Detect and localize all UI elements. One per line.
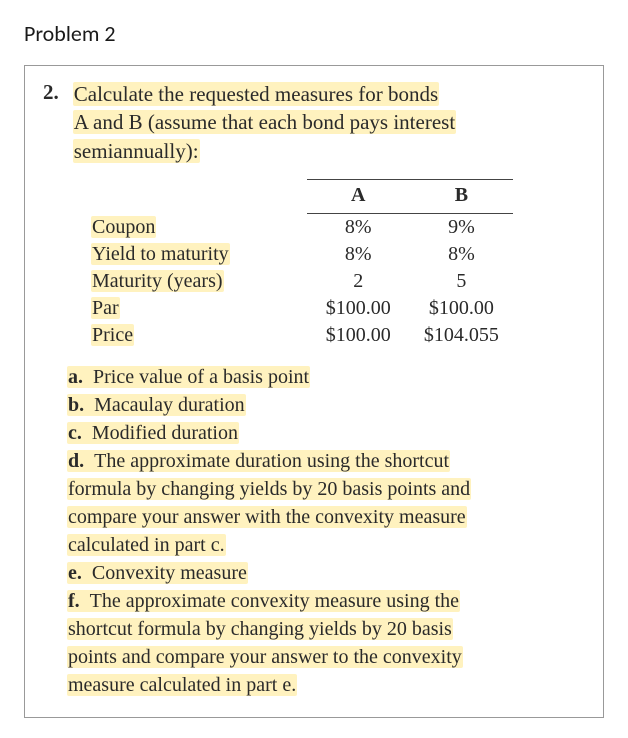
sub-f-line3: points and compare your answer to the co… (67, 646, 463, 668)
cell-b: 9% (410, 214, 513, 242)
sub-questions: a. Price value of a basis point b. Macau… (67, 363, 585, 699)
question-number: 2. (43, 80, 59, 105)
sub-d-line3: compare your answer with the convexity m… (67, 506, 467, 528)
sub-letter: a. (68, 366, 83, 388)
sub-text: Modified duration (92, 422, 238, 444)
sub-e: e. Convexity measure (67, 559, 585, 587)
sub-text: Convexity measure (92, 562, 247, 584)
table-row: Par $100.00 $100.00 (83, 295, 513, 322)
page-title: Problem 2 (24, 20, 604, 47)
bond-table: A B Coupon 8% 9% Yield to maturity 8% 8%… (83, 179, 513, 349)
problem-container: 2. Calculate the requested measures for … (24, 65, 604, 718)
col-blank (83, 180, 307, 214)
sub-letter: b. (68, 394, 84, 416)
row-label: Coupon (91, 216, 156, 238)
cell-a: $100.00 (307, 322, 410, 349)
cell-a: 8% (307, 241, 410, 268)
sub-text: Macaulay duration (94, 394, 245, 416)
sub-letter: f. (68, 590, 80, 612)
row-label: Par (91, 297, 120, 319)
sub-text: Price value of a basis point (93, 366, 309, 388)
cell-a: 2 (307, 268, 410, 295)
sub-a: a. Price value of a basis point (67, 363, 585, 391)
cell-b: $104.055 (410, 322, 513, 349)
question-line3: semiannually): (73, 139, 200, 163)
sub-c: c. Modified duration (67, 419, 585, 447)
cell-b: 8% (410, 241, 513, 268)
sub-letter: c. (68, 422, 82, 444)
row-label: Maturity (years) (91, 270, 224, 292)
cell-a: $100.00 (307, 295, 410, 322)
cell-b: 5 (410, 268, 513, 295)
sub-d: d. The approximate duration using the sh… (67, 447, 585, 559)
row-label: Yield to maturity (91, 243, 230, 265)
sub-b: b. Macaulay duration (67, 391, 585, 419)
sub-d-line2: formula by changing yields by 20 basis p… (67, 478, 471, 500)
question-line2: A and B (assume that each bond pays inte… (73, 110, 456, 134)
table-header-row: A B (83, 180, 513, 214)
sub-letter: d. (68, 450, 84, 472)
col-a-header: A (307, 180, 410, 214)
data-table-wrap: A B Coupon 8% 9% Yield to maturity 8% 8%… (83, 179, 513, 349)
sub-d-line4: calculated in part c. (67, 534, 226, 556)
col-b-header: B (410, 180, 513, 214)
row-label: Price (91, 324, 134, 346)
sub-d-line1: The approximate duration using the short… (94, 450, 449, 472)
cell-a: 8% (307, 214, 410, 242)
cell-b: $100.00 (410, 295, 513, 322)
table-row: Maturity (years) 2 5 (83, 268, 513, 295)
question-text: Calculate the requested measures for bon… (73, 80, 456, 165)
table-row: Coupon 8% 9% (83, 214, 513, 242)
sub-f-line2: shortcut formula by changing yields by 2… (67, 618, 453, 640)
question-stem: 2. Calculate the requested measures for … (43, 80, 585, 165)
sub-f: f. The approximate convexity measure usi… (67, 587, 585, 699)
question-line1: Calculate the requested measures for bon… (73, 82, 439, 106)
sub-f-line1: The approximate convexity measure using … (90, 590, 459, 612)
table-row: Yield to maturity 8% 8% (83, 241, 513, 268)
sub-letter: e. (68, 562, 82, 584)
table-row: Price $100.00 $104.055 (83, 322, 513, 349)
sub-f-line4: measure calculated in part e. (67, 674, 297, 696)
